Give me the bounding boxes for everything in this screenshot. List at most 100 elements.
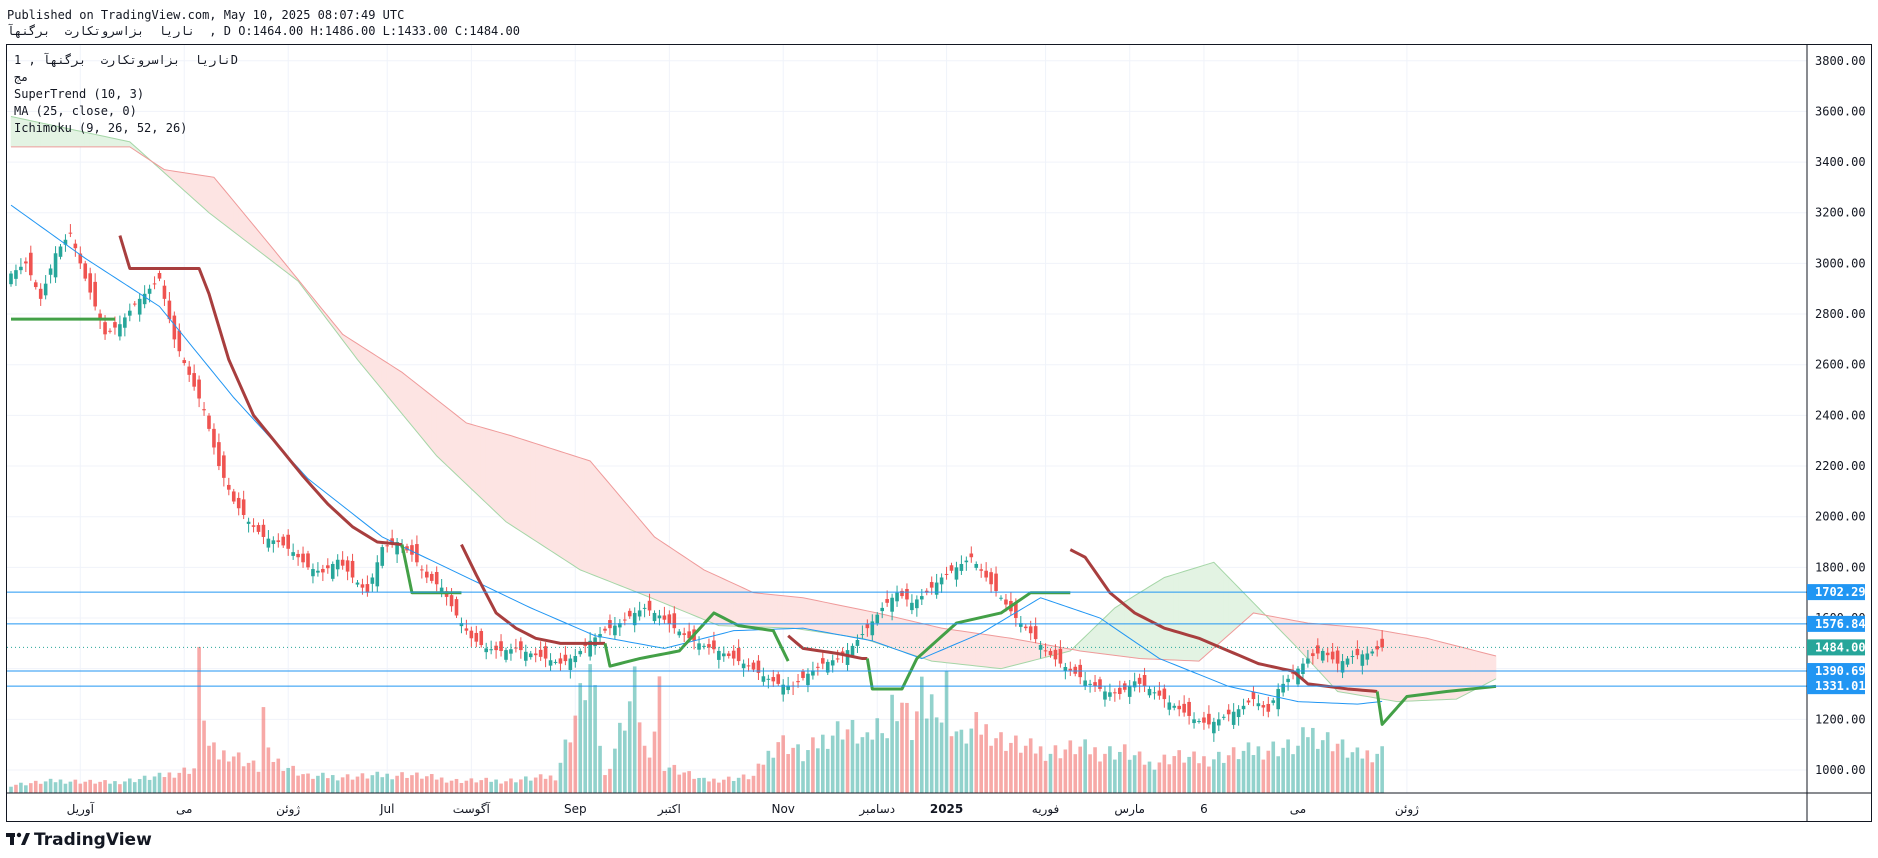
candle-body: [464, 628, 469, 631]
candle-body: [1187, 701, 1191, 716]
candle-body: [939, 577, 944, 585]
legend-ichimoku[interactable]: Ichimoku (9, 26, 52, 26): [14, 121, 188, 135]
candle-body: [449, 595, 454, 607]
price-tick-label: 3400.00: [1815, 155, 1866, 169]
volume-bar: [340, 777, 345, 793]
candle-body: [533, 653, 538, 656]
volume-bar: [63, 783, 68, 793]
candle-body: [1118, 687, 1122, 695]
cloud-segment: [1371, 628, 1378, 699]
volume-bar: [78, 783, 83, 793]
candle-body: [563, 654, 568, 662]
volume-bar: [207, 745, 211, 793]
volume-bar: [410, 775, 414, 793]
candle-body: [202, 409, 206, 411]
cloud-segment: [436, 398, 442, 462]
candle-body: [429, 573, 434, 581]
volume-bar: [890, 694, 894, 793]
volume-bar: [999, 732, 1003, 793]
candle-body: [311, 569, 315, 577]
cloud-segment: [565, 452, 571, 565]
tradingview-brand[interactable]: TradingView: [6, 830, 152, 850]
candle-body: [212, 428, 216, 448]
candle-body: [152, 283, 157, 285]
candle-body: [647, 600, 652, 611]
cloud-segment: [886, 614, 893, 649]
volume-bar: [905, 702, 909, 793]
candle-body: [340, 559, 345, 566]
volume-bar: [1182, 762, 1186, 793]
cloud-segment: [431, 395, 438, 457]
candle-body: [964, 560, 969, 563]
time-axis: آوریل می ژوئن Jul آگوست Sep اکتبر Nov دسامبر 2025…: [67, 801, 1420, 817]
cloud-segment: [218, 182, 225, 225]
volume-bar: [637, 722, 642, 793]
cloud-segment: [669, 546, 675, 608]
candle-body: [900, 590, 904, 597]
candle-body: [335, 559, 340, 570]
candle-body: [1365, 653, 1370, 660]
cloud-segment: [1253, 602, 1259, 615]
cloud-segment: [367, 349, 373, 379]
cloud-segment: [847, 606, 853, 638]
cloud-segment: [198, 174, 205, 209]
cloud-segment: [842, 605, 848, 637]
candle-body: [410, 545, 414, 555]
cloud-segment: [664, 542, 670, 606]
cloud-segment: [703, 569, 710, 623]
cloud-segment: [1134, 592, 1140, 659]
candle-body: [207, 415, 211, 429]
volume-bar: [157, 772, 162, 793]
volume-bar: [1345, 757, 1350, 793]
volume-bar: [311, 778, 315, 793]
cloud-segment: [560, 451, 566, 561]
cloud-segment: [936, 626, 942, 663]
cloud-segment: [1485, 653, 1492, 685]
cloud-segment: [525, 439, 532, 539]
chart-frame[interactable]: [6, 44, 1872, 822]
candle-body: [524, 651, 528, 661]
candle-body: [494, 645, 498, 651]
candle-body: [1093, 682, 1097, 687]
volume-bar: [98, 781, 102, 793]
candle-body: [1217, 719, 1221, 726]
candle-body: [222, 455, 226, 478]
candle-body: [1330, 651, 1335, 660]
candle-body: [949, 565, 954, 571]
volume-bar: [722, 779, 726, 793]
volume-bar: [563, 739, 568, 793]
candle-body: [1311, 653, 1315, 657]
volume-bar: [1365, 750, 1370, 793]
legend-ma[interactable]: MA (25, close, 0): [14, 104, 137, 118]
cloud-segment: [758, 592, 764, 628]
candle-body: [662, 615, 667, 620]
volume-bar: [1068, 740, 1073, 793]
price-tick-label: 3800.00: [1815, 54, 1866, 68]
volume-bar: [1083, 739, 1087, 793]
candle-body: [1127, 685, 1132, 697]
candle-body: [677, 631, 682, 636]
volume-bar: [464, 780, 469, 793]
candle-body: [479, 631, 484, 646]
candle-body: [489, 649, 493, 651]
volume-bar: [1108, 746, 1112, 793]
candle-body: [33, 282, 38, 288]
cloud-segment: [1416, 636, 1423, 702]
candle-body: [974, 563, 979, 568]
volume-bar: [1192, 751, 1196, 793]
volume-bar: [553, 780, 558, 793]
cloud-segment: [891, 616, 898, 651]
legend-supertrend[interactable]: SuperTrend (10, 3): [14, 87, 145, 101]
cloud-segment: [599, 471, 606, 581]
candle-body: [593, 637, 597, 647]
volume-bar: [791, 747, 795, 793]
candle-body: [365, 584, 370, 593]
legend-symbol[interactable]: ناریا بزاسروتکارت برگنهآ , 1D: [14, 53, 238, 67]
volume-bar: [880, 733, 884, 793]
price-badge: [1807, 639, 1865, 656]
volume-bar: [1142, 764, 1147, 793]
volume-bar: [682, 772, 686, 793]
price-tick-label: 1200.00: [1815, 712, 1866, 726]
candle-body: [439, 587, 444, 594]
